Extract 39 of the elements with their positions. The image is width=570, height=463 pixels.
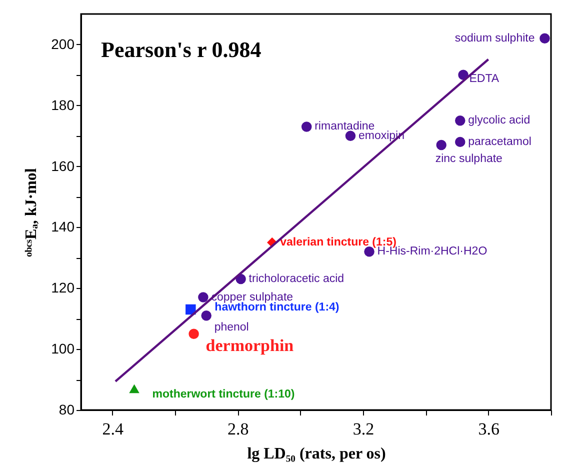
- x-axis-title: lg LD₅₀ (rats, per os): [247, 446, 386, 462]
- y-tick-label: 120: [51, 280, 75, 296]
- point: [436, 140, 446, 150]
- y-tick-label: 140: [51, 218, 75, 235]
- series-label: zinc sulphate: [435, 152, 502, 165]
- y-tick-label: 180: [51, 96, 75, 113]
- point: [455, 136, 466, 148]
- point: [301, 122, 312, 132]
- point: [198, 292, 208, 302]
- point: [455, 116, 466, 126]
- series-label: rimantadine: [314, 120, 375, 133]
- series-label: phenol: [214, 322, 249, 334]
- series-label: hawthorn tincture (1:4): [214, 301, 340, 314]
- x-tick-label: 3.6: [478, 420, 500, 438]
- series-label: motherwort tincture (1:10): [152, 388, 295, 401]
- x-tick-label: 2.4: [102, 420, 124, 438]
- x-tick-label: 2.8: [228, 420, 249, 438]
- point: [201, 310, 212, 321]
- series-label: EDTA: [469, 72, 500, 85]
- y-axis-title: ᵒᵇᶜˢEₐ, kJ·mol: [23, 168, 40, 257]
- annotation: Pearson's r 0.984: [101, 37, 262, 62]
- y-tick-label: 200: [51, 36, 75, 52]
- series-label: H-His-Rim·2HCl·H2O: [377, 246, 488, 258]
- point: [345, 130, 356, 141]
- series-label: copper sulphate: [211, 291, 294, 304]
- x-tick-label: 3.2: [352, 420, 374, 438]
- series-label: sodium sulphite: [454, 32, 535, 44]
- series-label: tricholoracetic acid: [248, 273, 344, 286]
- series-label: glycolic acid: [468, 114, 530, 127]
- series-label: paracetamol: [468, 136, 532, 148]
- point: [129, 384, 140, 394]
- point: [540, 33, 550, 44]
- point: [188, 328, 199, 339]
- point: [364, 246, 374, 257]
- point: [186, 304, 196, 315]
- y-tick-label: 80: [58, 402, 75, 418]
- y-tick-label: 160: [51, 158, 75, 174]
- y-tick-label: 100: [51, 340, 75, 357]
- series-label: dermorphin: [206, 336, 294, 355]
